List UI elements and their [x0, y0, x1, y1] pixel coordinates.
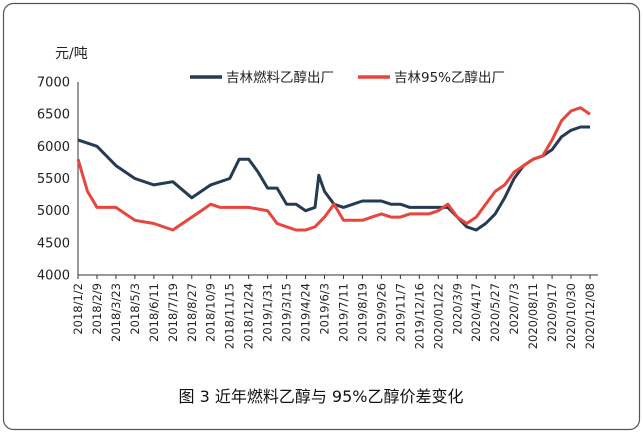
x-tick-label: 2019/12/16 — [412, 283, 426, 349]
y-axis-unit-label: 元/吨 — [55, 46, 88, 62]
x-tick-label: 2018/1/2 — [71, 283, 85, 335]
x-tick-label: 2019/11/7 — [393, 283, 407, 342]
x-tick-label: 2020/4/17 — [469, 283, 483, 342]
figure-caption: 图 3 近年燃料乙醇与 95%乙醇价差变化 — [178, 387, 463, 406]
x-tick-label: 2020/12/08 — [583, 283, 597, 349]
x-tick-label: 2019/4/24 — [299, 283, 313, 342]
x-tick-label: 2020/5/27 — [488, 283, 502, 342]
x-tick-label: 2018/6/11 — [147, 283, 161, 342]
x-tick-label: 2018/12/24 — [242, 283, 256, 349]
series-line-2 — [76, 106, 591, 232]
y-tick-label: 4000 — [37, 269, 70, 284]
series-lines — [76, 106, 591, 232]
y-tick-label: 5500 — [37, 172, 70, 187]
x-tick-label: 2019/3/15 — [280, 283, 294, 342]
x-tick-label: 2019/6/3 — [318, 283, 332, 335]
x-tick-label: 2018/5/3 — [128, 283, 142, 335]
x-tick-label: 2020/08/11 — [526, 283, 540, 349]
x-tick-label: 2020/10/30 — [564, 283, 578, 349]
x-tick-label: 2018/7/19 — [166, 283, 180, 342]
x-tick-label: 2019/9/26 — [374, 283, 388, 342]
x-tick-label: 2020/01/22 — [431, 283, 445, 349]
x-tick-label: 2018/8/27 — [185, 283, 199, 342]
series-line-1 — [77, 125, 590, 232]
y-axis-ticks: 4000 4500 5000 5500 6000 6500 7000 — [37, 76, 70, 284]
x-tick-label: 2020/7/3 — [507, 283, 521, 335]
y-tick-label: 6000 — [37, 140, 70, 155]
y-tick-label: 6500 — [37, 108, 70, 123]
x-tick-label: 2020/9/17 — [545, 283, 559, 342]
x-tick-label: 2018/10/9 — [204, 283, 218, 342]
x-tick-label: 2019/7/11 — [336, 283, 350, 342]
y-tick-label: 5000 — [37, 204, 70, 219]
y-tick-label: 7000 — [37, 76, 70, 91]
x-tick-label: 2018/11/15 — [223, 283, 237, 349]
x-tick-label: 2018/2/9 — [90, 283, 104, 335]
plot-area: 元/吨 4000 4500 5000 5500 6000 6500 7000 2018/1/… — [37, 46, 598, 349]
x-tick-label: 2019/1/31 — [261, 283, 275, 342]
x-axis-ticks: 2018/1/2 2018/2/9 2018/3/23 2018/5/3 2018/6/… — [71, 275, 597, 349]
legend-label-series-2: 吉林95%乙醇出厂 — [394, 69, 505, 86]
x-tick-label: 2018/3/23 — [109, 283, 123, 342]
x-tick-label: 2020/3/9 — [450, 283, 464, 335]
legend: 吉林燃料乙醇出厂 吉林95%乙醇出厂 — [190, 69, 505, 86]
y-tick-label: 4500 — [37, 236, 70, 251]
x-tick-label: 2019/8/19 — [355, 283, 369, 342]
legend-label-series-1: 吉林燃料乙醇出厂 — [226, 69, 334, 86]
